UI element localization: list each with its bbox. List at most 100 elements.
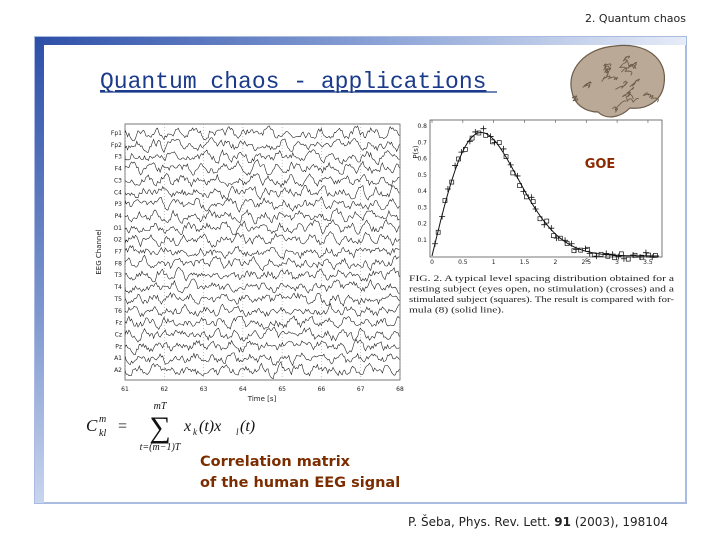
square-marker [442, 198, 448, 203]
square-marker [598, 251, 604, 257]
cross-marker [541, 221, 548, 228]
cross-marker [491, 139, 498, 146]
square-marker [469, 135, 475, 141]
formula-mid: (t)x [199, 418, 221, 435]
cross-marker [439, 213, 446, 220]
formula-lower: t=(m−1)T [140, 442, 182, 453]
eeg-channel-label: Fp1 [111, 130, 122, 137]
eeg-trace [125, 302, 400, 318]
square-marker [456, 156, 461, 162]
spacing-plot: P(s) s GOE 0 0.5 1 1.5 2 2.5 3 3.5 0.8 0.7 0.6 0.5 0… [412, 119, 663, 266]
spacing-y-tick-label: 0.7 [417, 139, 427, 146]
square-marker [524, 194, 529, 200]
cross-marker [480, 125, 487, 132]
spacing-x-tick-label: 2 [553, 259, 557, 266]
formula-lhs-sup: m [99, 414, 106, 425]
eeg-plot: EEG Channel Time [s] 61 62 63 64 65 66 67 68 Fp1… [95, 123, 404, 403]
caption-line: mula (8) (solid line). [409, 305, 504, 315]
eeg-x-tick-label: 63 [200, 386, 208, 393]
spacing-y-tick-label: 0.8 [417, 123, 427, 130]
cross-marker [593, 253, 600, 260]
eeg-x-tick-label: 67 [357, 386, 365, 393]
eeg-x-tick-label: 65 [278, 386, 286, 393]
cross-marker [452, 162, 459, 169]
square-marker [619, 251, 624, 257]
slide-frame [34, 36, 687, 504]
square-marker [632, 252, 638, 258]
eeg-trace [125, 219, 400, 236]
note-line: Correlation matrix [200, 454, 351, 470]
eeg-trace [125, 231, 400, 248]
eeg-trace [125, 327, 400, 343]
spacing-x-label: s [585, 257, 588, 264]
formula: C m kl = ∑ mT t=(m−1)T x k (t)x l (t) [86, 401, 255, 453]
square-marker [653, 253, 658, 258]
eeg-trace [125, 245, 400, 260]
square-marker [483, 132, 489, 138]
cross-marker [487, 133, 494, 140]
eeg-channel-label: P4 [115, 213, 123, 220]
eeg-trace [125, 254, 400, 272]
spacing-y-tick-label: 0.4 [417, 188, 427, 195]
eeg-channel-label: O2 [113, 237, 122, 244]
eeg-channel-label: T3 [114, 272, 123, 279]
cross-marker [586, 250, 593, 257]
square-marker [544, 218, 550, 224]
square-marker [605, 253, 611, 259]
spacing-y-tick-label: 0.1 [417, 237, 427, 244]
spacing-y-tick-label: 0.6 [417, 156, 427, 163]
spacing-y-tick-label: 0.3 [417, 204, 427, 211]
eeg-channel-label: F4 [115, 166, 122, 173]
eeg-trace [125, 361, 400, 380]
square-marker [530, 199, 536, 205]
square-marker [585, 246, 590, 252]
square-marker [476, 130, 482, 136]
cross-marker [458, 149, 465, 156]
frame-top-bar [35, 37, 686, 45]
spacing-frame [429, 119, 663, 258]
square-marker [462, 147, 468, 152]
cross-marker [573, 246, 580, 253]
square-marker [646, 252, 651, 258]
eeg-channel-label: Cz [115, 331, 122, 338]
eeg-channel-label: F7 [115, 249, 122, 256]
eeg-channel-label: Fp2 [111, 142, 122, 149]
eeg-trace [125, 184, 400, 201]
eeg-x-tick-label: 61 [121, 386, 129, 393]
citation-authors: P. Šeba, Phys. Rev. Lett. [408, 514, 554, 529]
formula-lhs-sub: kl [99, 428, 106, 439]
goe-annotation: GOE [585, 157, 616, 172]
eeg-trace [125, 137, 400, 154]
citation-rest: (2003), 198104 [571, 515, 668, 529]
eeg-trace [125, 315, 400, 330]
note-line: of the human EEG signal [200, 475, 400, 491]
spacing-x-tick-label: 1 [492, 259, 496, 266]
eeg-channel-label: T6 [114, 308, 123, 315]
cross-marker [532, 205, 539, 212]
brain-image [570, 44, 666, 118]
eeg-frame [124, 123, 401, 381]
caption-line: stimulated subject (squares). The result… [409, 294, 674, 304]
square-marker [639, 254, 645, 260]
eeg-channel-label: F3 [115, 154, 122, 161]
square-marker [537, 216, 543, 222]
eeg-x-label: Time [s] [247, 395, 277, 403]
eeg-channel-label: A1 [114, 355, 122, 362]
cross-marker [568, 240, 575, 247]
spacing-x-tick-label: 3 [615, 259, 619, 266]
eeg-channel-label: A2 [114, 367, 122, 374]
eeg-x-tick-label: 66 [318, 386, 326, 393]
eeg-channel-label: T5 [114, 296, 123, 303]
eeg-trace [125, 159, 400, 176]
spacing-x-tick-label: 0.5 [458, 259, 468, 266]
formula-sum: ∑ [149, 411, 170, 444]
cross-marker [500, 145, 507, 152]
eeg-trace [125, 173, 400, 188]
square-marker [503, 154, 509, 160]
citation-volume: 91 [554, 515, 571, 529]
formula-upper: mT [154, 401, 168, 412]
spacing-y-label: P(s) [412, 145, 420, 159]
cross-marker [431, 240, 438, 247]
eeg-trace [125, 278, 400, 295]
